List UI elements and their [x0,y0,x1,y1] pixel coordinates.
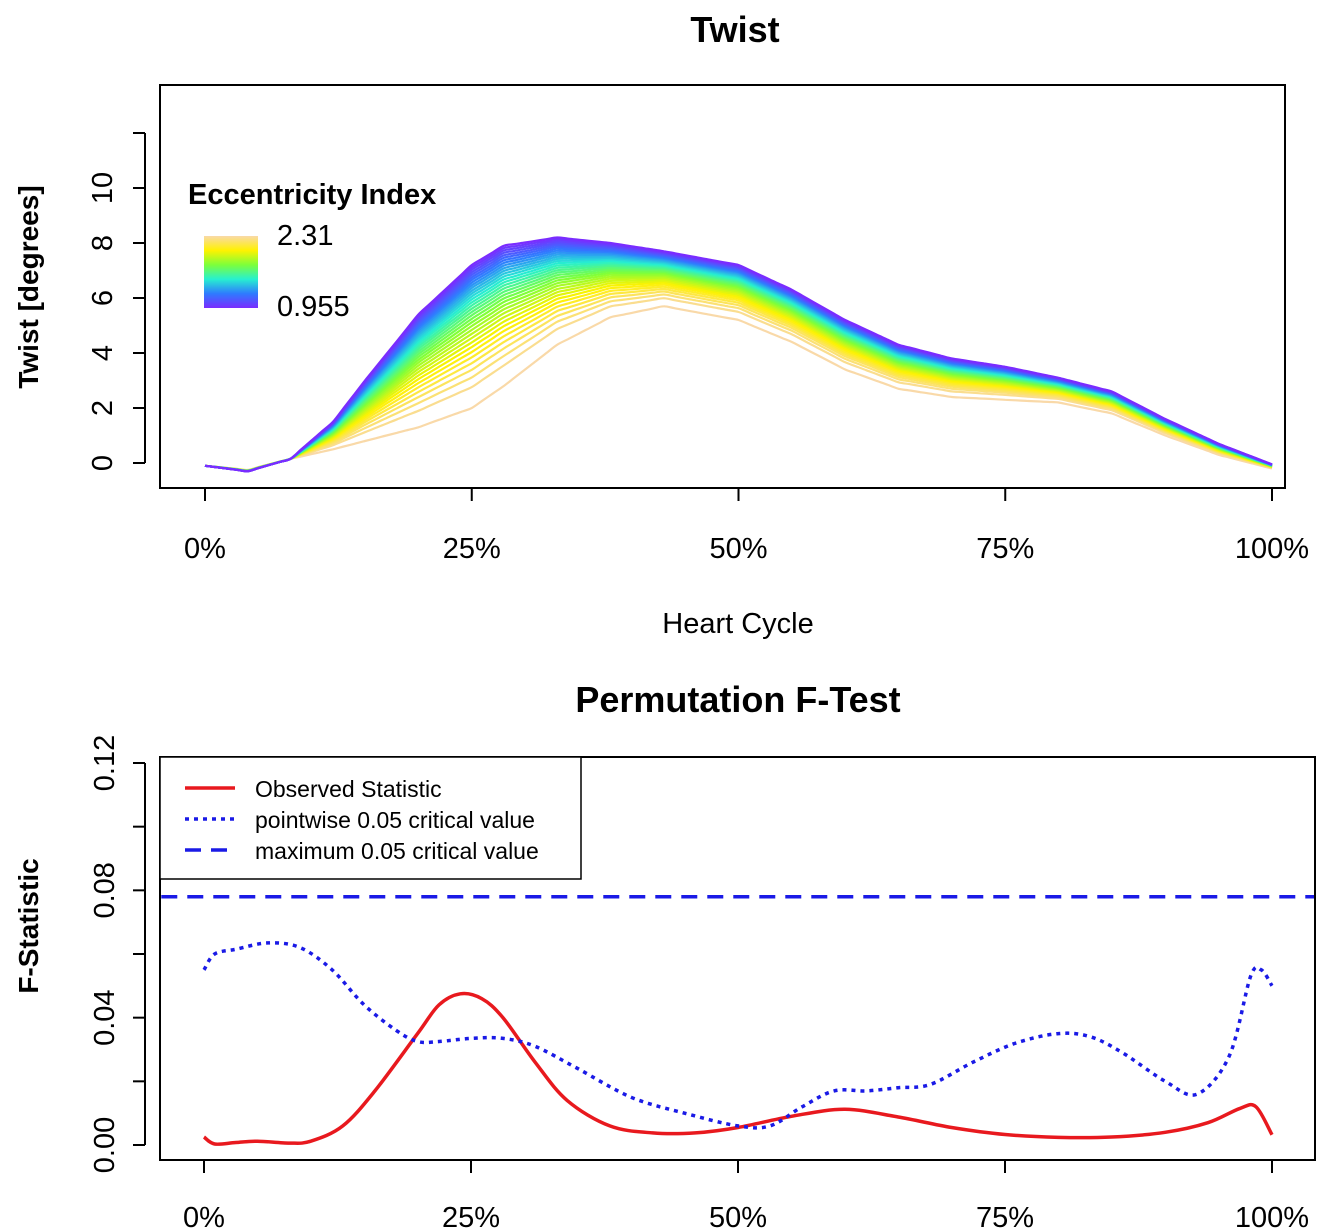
f-test-x-tick-label: 75% [976,1202,1034,1232]
legend-title: Eccentricity Index [188,179,436,211]
twist-curve [204,305,1273,472]
f-test-y-tick-label: 0.04 [89,989,121,1045]
twist-y-tick-label: 4 [87,345,119,361]
f-test-x-tick-label: 100% [1235,1202,1309,1232]
legend-max-label: 2.31 [277,220,333,252]
f-test-y-tick-label: 0.12 [89,735,121,791]
twist-y-tick-label: 2 [87,400,119,416]
twist-curve [204,285,1273,472]
twist-x-tick-label: 25% [443,533,501,565]
legend-min-label: 0.955 [277,291,350,323]
twist-curve-group [204,236,1273,473]
twist-x-tick-label: 75% [976,533,1034,565]
f-test-legend: Observed Statistic pointwise 0.05 critic… [159,756,582,880]
f-test-y-axis: 0.00 0.04 0.08 0.12 [89,735,146,1173]
twist-y-axis: 0 2 4 6 8 10 [87,132,146,471]
twist-x-tick-label: 100% [1235,533,1309,565]
twist-panel: Twist 0 2 4 6 8 10 0% 25% 50% 75% 100% Heart Cycl… [13,9,1309,640]
twist-x-tick-label: 0% [184,533,226,565]
twist-curve [204,297,1273,472]
f-test-y-tick-label: 0.08 [89,862,121,918]
twist-y-tick-label: 6 [87,290,119,306]
twist-curve [204,293,1273,472]
f-test-y-label: F-Statistic [13,858,44,993]
f-test-y-tick-label: 0.00 [89,1117,121,1173]
twist-curve [204,236,1273,473]
f-test-x-tick-label: 50% [709,1202,767,1232]
twist-y-tick-label: 8 [87,235,119,251]
twist-y-label: Twist [degrees] [13,185,44,388]
f-test-x-axis: 0% 25% 50% 75% 100% [183,1159,1309,1232]
f-test-line-group [161,894,1315,1146]
eccentricity-legend: Eccentricity Index 2.31 0.955 [188,179,436,323]
f-test-x-tick-label: 0% [183,1202,225,1232]
twist-x-axis: 0% 25% 50% 75% 100% [184,487,1309,565]
pointwise-critical-line [202,941,1274,1130]
twist-title: Twist [690,9,779,50]
legend-label-maximum: maximum 0.05 critical value [255,838,539,864]
legend-label-pointwise: pointwise 0.05 critical value [255,807,535,833]
legend-label-observed: Observed Statistic [255,776,442,802]
twist-x-tick-label: 50% [709,533,767,565]
f-test-x-tick-label: 25% [442,1202,500,1232]
f-test-title: Permutation F-Test [575,679,900,720]
observed-statistic-line [202,991,1274,1146]
twist-y-tick-label: 0 [87,455,119,471]
legend-color-bar [204,236,258,308]
twist-y-tick-label: 10 [87,172,119,204]
twist-x-label: Heart Cycle [662,608,814,640]
f-test-panel: Permutation F-Test 0.00 0.04 0.08 0.12 0% 25… [13,679,1316,1232]
